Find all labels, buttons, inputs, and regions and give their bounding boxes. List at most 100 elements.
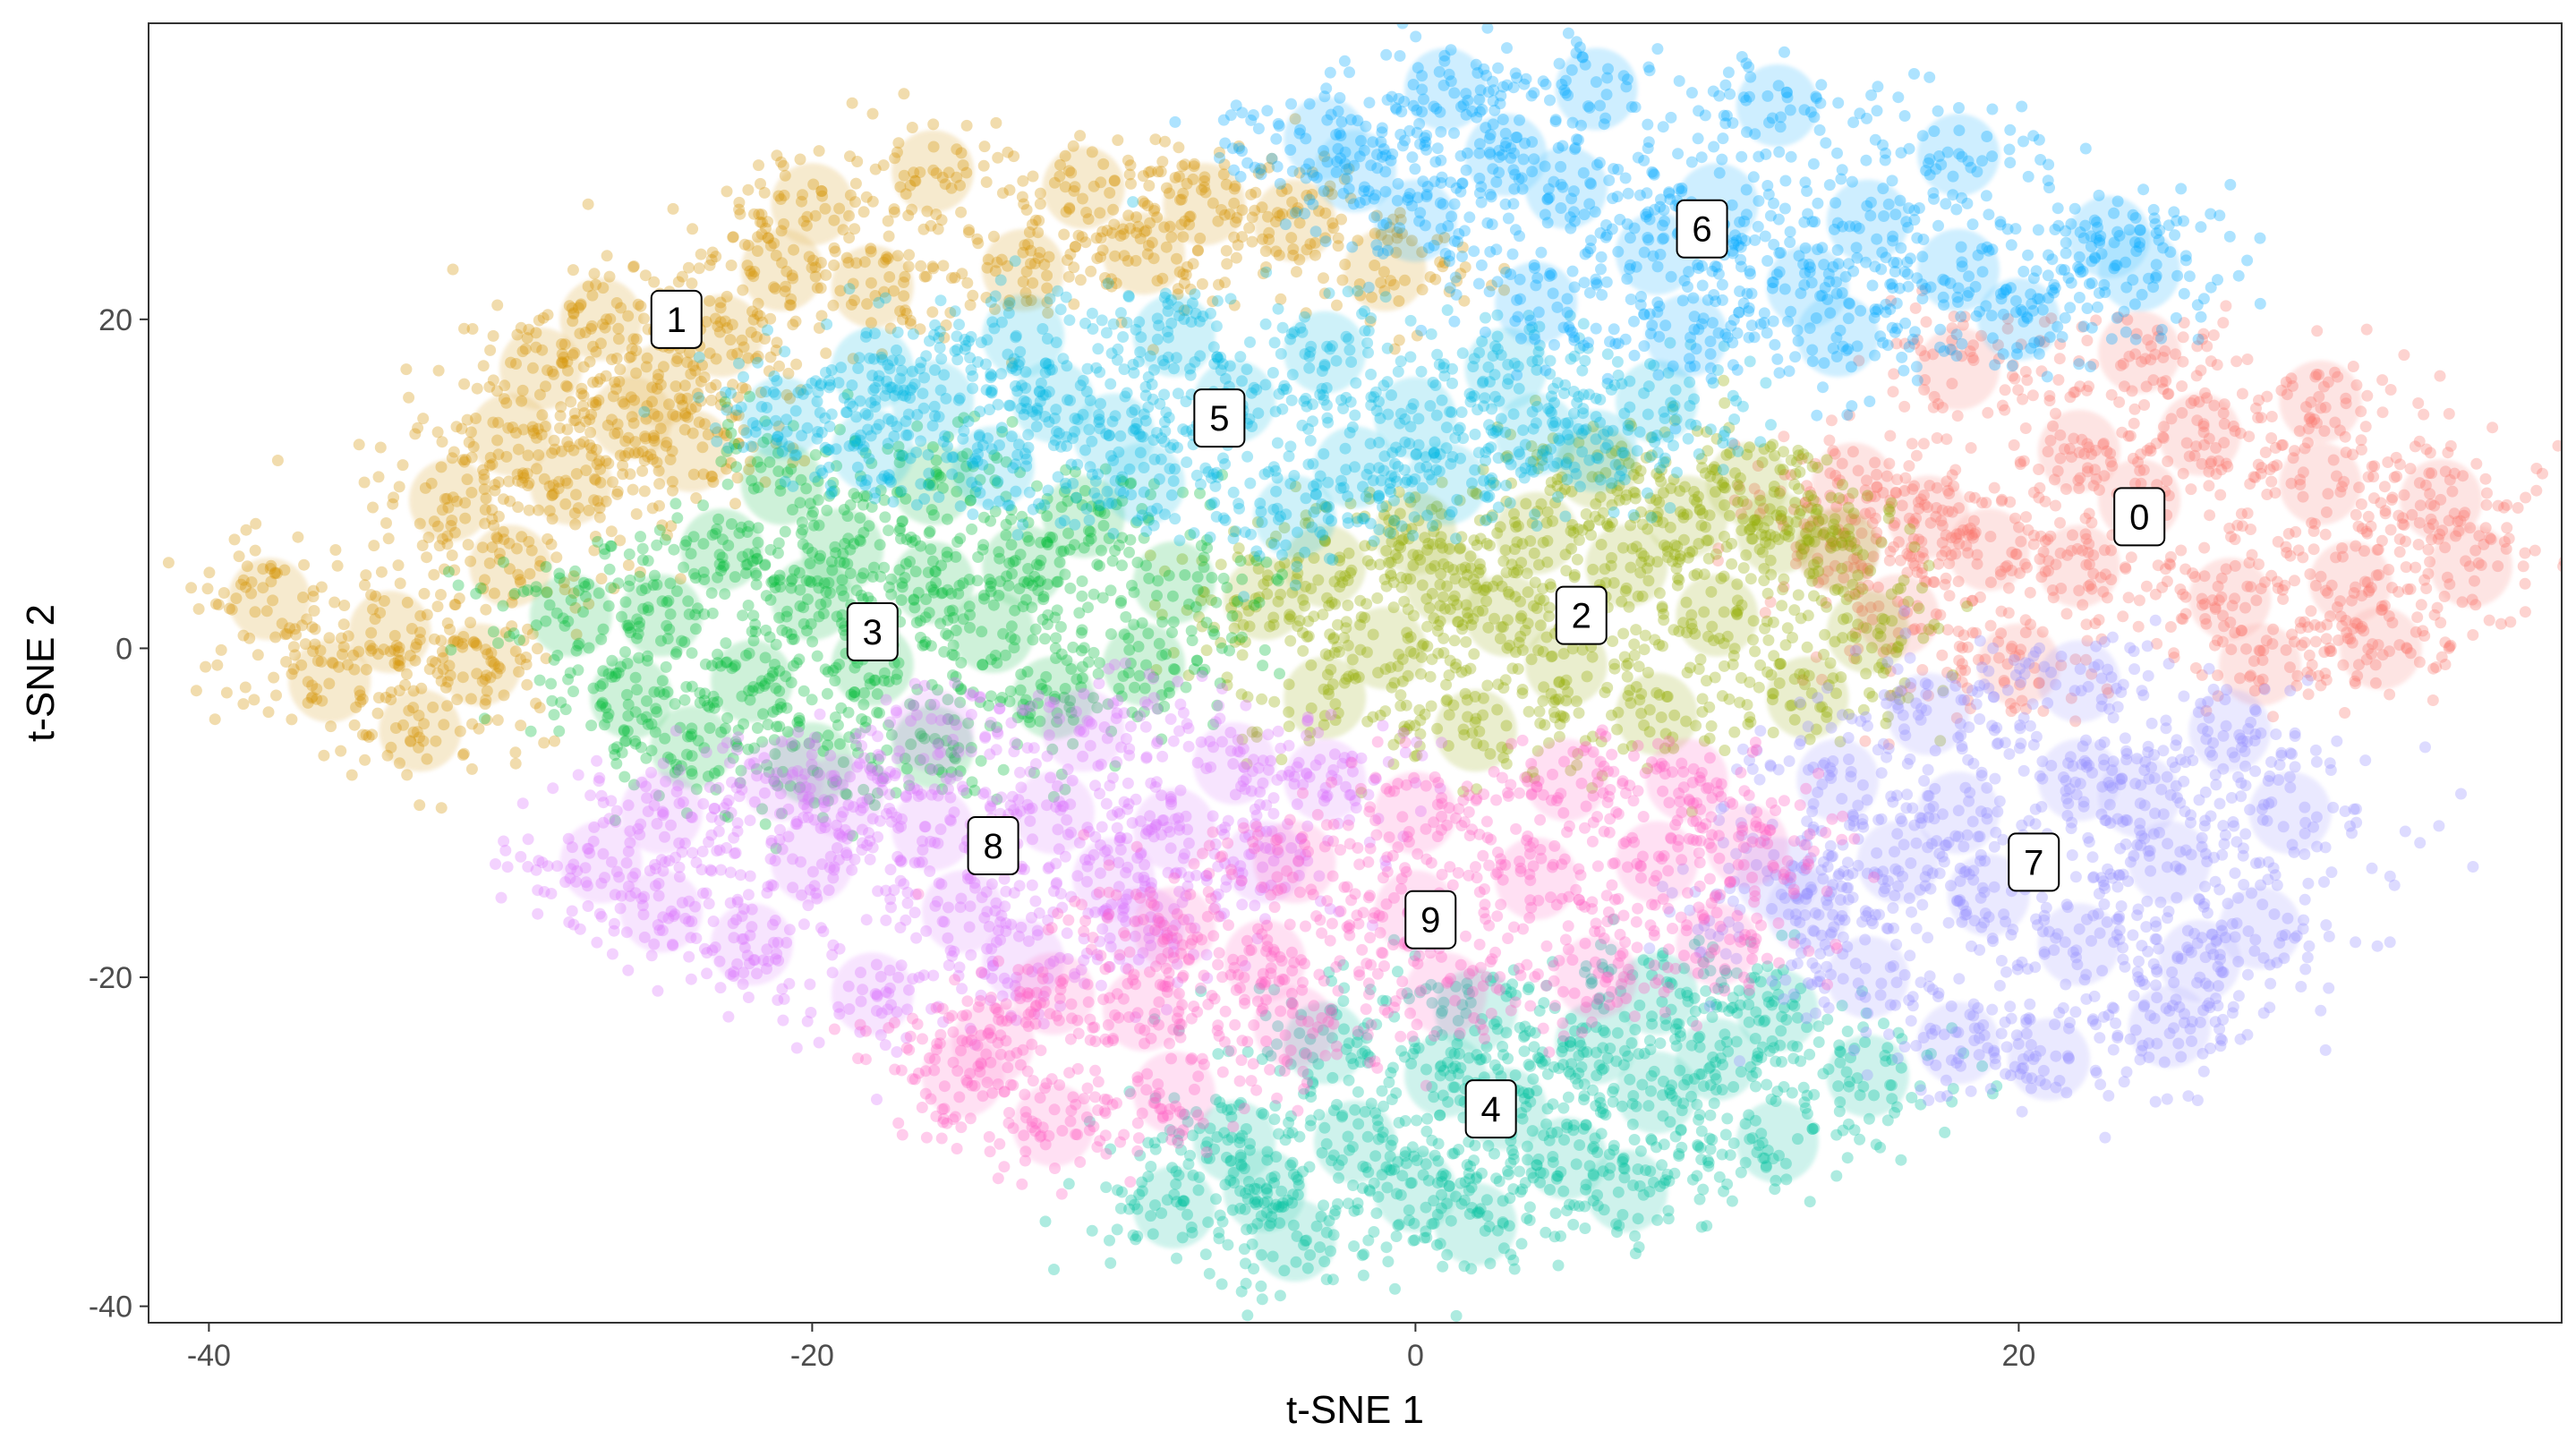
- data-point: [1953, 502, 1965, 515]
- data-point: [1538, 594, 1550, 607]
- data-point: [1021, 531, 1034, 543]
- data-point: [470, 637, 482, 650]
- data-point: [2218, 398, 2231, 411]
- data-point: [2162, 388, 2174, 400]
- data-point: [1156, 272, 1169, 285]
- data-point: [2027, 486, 2040, 498]
- data-point: [781, 605, 793, 618]
- cluster-0-core-1: [1917, 328, 2000, 410]
- data-point: [444, 623, 456, 635]
- data-point: [585, 720, 598, 732]
- data-point: [1883, 554, 1896, 566]
- cluster-0-core-12: [2037, 409, 2120, 492]
- data-point: [785, 463, 798, 475]
- data-point: [2305, 396, 2317, 408]
- data-point: [595, 633, 608, 645]
- data-point: [1221, 258, 1233, 270]
- data-point: [1256, 693, 1268, 705]
- data-point: [384, 645, 397, 658]
- data-point: [664, 454, 677, 465]
- data-point: [1968, 491, 1981, 504]
- data-point: [611, 485, 624, 498]
- data-point: [441, 700, 454, 712]
- data-point: [1250, 186, 1262, 199]
- data-point: [484, 451, 497, 464]
- data-point: [2047, 592, 2060, 604]
- data-point: [2427, 518, 2439, 531]
- data-point: [629, 671, 642, 684]
- data-point: [2404, 463, 2417, 475]
- data-point: [549, 735, 560, 747]
- data-point: [2444, 639, 2457, 652]
- data-point: [492, 637, 504, 650]
- data-point: [868, 561, 880, 574]
- data-point: [1318, 272, 1329, 285]
- data-point: [1907, 557, 1919, 569]
- data-point: [600, 495, 612, 507]
- data-point: [1907, 532, 1920, 545]
- data-point: [403, 391, 415, 404]
- data-point: [2280, 541, 2292, 553]
- data-point: [695, 395, 707, 407]
- data-point: [706, 607, 719, 619]
- data-point: [2519, 606, 2531, 618]
- data-point: [955, 206, 968, 218]
- data-point: [772, 537, 785, 549]
- data-point: [2501, 498, 2513, 511]
- data-point: [676, 635, 688, 647]
- data-point: [492, 660, 505, 673]
- data-point: [1961, 682, 1974, 694]
- data-point: [569, 518, 582, 531]
- data-point: [1984, 619, 1997, 632]
- data-point: [1361, 715, 1374, 728]
- data-point: [1225, 1131, 1238, 1144]
- data-point: [1908, 337, 1921, 350]
- data-point: [1207, 625, 1219, 637]
- data-point: [2140, 580, 2153, 592]
- data-point: [630, 345, 643, 357]
- data-point: [977, 543, 989, 556]
- data-point: [1212, 1048, 1224, 1060]
- data-point: [2350, 508, 2362, 521]
- data-point: [746, 685, 759, 697]
- data-point: [393, 660, 405, 672]
- data-point: [2071, 542, 2084, 555]
- data-point: [342, 630, 354, 643]
- data-point: [2229, 533, 2241, 546]
- data-point: [2470, 457, 2483, 470]
- data-point: [924, 525, 936, 538]
- data-point: [2350, 677, 2361, 690]
- data-point: [1236, 231, 1249, 243]
- data-point: [2309, 579, 2322, 592]
- data-point: [1142, 627, 1155, 640]
- data-point: [2384, 384, 2397, 396]
- data-point: [2188, 449, 2201, 462]
- data-point: [2422, 543, 2435, 556]
- data-point: [2083, 558, 2095, 570]
- data-point: [706, 471, 719, 483]
- data-point: [1422, 537, 1435, 549]
- data-point: [536, 344, 549, 356]
- data-point: [937, 260, 950, 272]
- data-point: [798, 685, 810, 697]
- data-point: [2348, 587, 2360, 599]
- data-point: [233, 550, 245, 563]
- data-point: [1076, 575, 1088, 587]
- data-point: [932, 223, 944, 235]
- data-point: [1626, 542, 1639, 555]
- data-point: [960, 119, 973, 132]
- data-point: [1940, 572, 1952, 584]
- data-point: [815, 282, 827, 294]
- data-point: [498, 533, 510, 546]
- data-point: [708, 767, 721, 779]
- data-point: [2303, 649, 2316, 661]
- data-point: [307, 645, 320, 658]
- data-point: [1862, 490, 1873, 502]
- data-point: [2197, 328, 2210, 340]
- data-point: [636, 464, 649, 477]
- data-point: [2207, 329, 2220, 341]
- data-point: [610, 297, 623, 309]
- data-point: [1464, 550, 1477, 563]
- data-point: [443, 660, 456, 672]
- data-point: [1291, 266, 1302, 278]
